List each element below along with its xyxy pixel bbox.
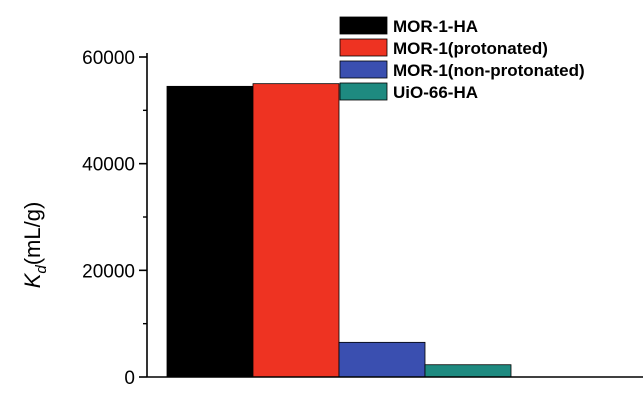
bar-mor-1-protonated [253,84,339,377]
legend-swatch [340,61,387,78]
y-axis-label-main: K [20,272,45,288]
y-tick-label: 20000 [82,261,135,282]
legend: MOR-1-HA MOR-1(protonated) MOR-1(non-proto… [340,17,585,102]
legend-swatch [340,39,387,56]
legend-label: MOR-1(non-protonated) [393,61,585,80]
legend-swatch [340,83,387,100]
bar-mor-1-ha [167,86,253,377]
legend-swatch [340,17,387,34]
y-tick-label: 0 [124,368,135,389]
y-tick-label: 40000 [82,155,135,176]
bar-uio-66-ha [425,365,511,377]
bar-mor-1-non-protonated [339,342,425,377]
bars-group [167,84,511,377]
y-axis-label: Kd(mL/g) [20,202,50,289]
legend-label: MOR-1(protonated) [393,39,548,58]
legend-label: UiO-66-HA [393,83,478,102]
y-axis-label-unit: (mL/g) [20,202,45,266]
legend-label: MOR-1-HA [393,17,478,36]
y-tick-label: 60000 [82,48,135,69]
